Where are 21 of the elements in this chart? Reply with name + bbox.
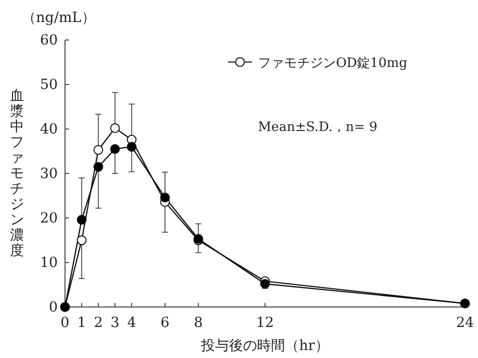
y-tick-label: 10 [40, 254, 58, 271]
x-tick-label: 24 [456, 314, 474, 331]
x-tick-label: 3 [110, 314, 120, 331]
y-tick-label: 20 [40, 210, 58, 226]
y-tick-label: 50 [40, 76, 58, 93]
y-tick-label: 0 [48, 299, 58, 316]
y-tick-label: 30 [40, 166, 58, 182]
text: （ng/mL） [22, 10, 96, 26]
text: 血漿中ファモチジン濃度 [10, 88, 24, 259]
x-tick-label: 4 [127, 314, 136, 331]
legend-label: ファモチジンOD錠10mg [258, 56, 408, 71]
x-tick-label: 6 [160, 314, 170, 331]
x-tick-label: 1 [77, 314, 86, 331]
x-tick-label: 2 [94, 314, 103, 331]
x-axis-title: 投与後の時間（hr） [200, 338, 329, 354]
y-tick-label: 60 [40, 32, 58, 48]
y-tick-label: 40 [40, 121, 58, 138]
x-tick-label: 0 [60, 314, 70, 331]
annotation: Mean±S.D.，n= 9 [258, 120, 378, 135]
x-tick-label: 8 [194, 314, 203, 331]
x-tick-label: 12 [256, 314, 274, 331]
